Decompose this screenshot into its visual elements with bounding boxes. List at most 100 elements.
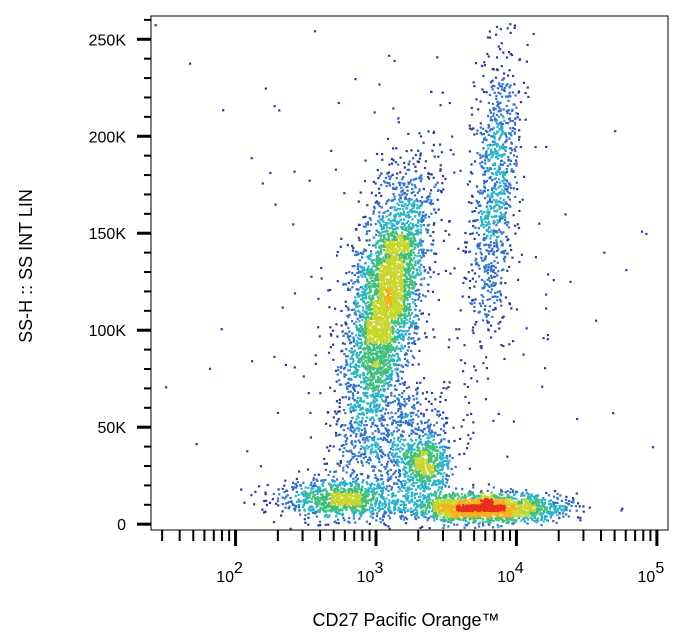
event-dot <box>416 225 419 228</box>
event-dot <box>493 184 496 188</box>
event-dot <box>391 369 394 373</box>
event-dot <box>527 95 530 98</box>
event-dot <box>309 484 312 487</box>
event-dot <box>518 135 521 138</box>
event-dot <box>426 487 429 490</box>
event-dot <box>292 503 295 506</box>
event-dot <box>377 231 380 234</box>
event-dot <box>357 412 360 415</box>
event-dot <box>413 281 416 284</box>
event-dot <box>470 194 474 197</box>
event-dot <box>421 431 424 434</box>
event-dot <box>498 207 501 210</box>
event-dot <box>501 216 504 219</box>
event-dot <box>436 189 440 192</box>
event-dot <box>421 312 424 315</box>
event-dot <box>464 231 467 235</box>
event-dot <box>321 483 324 486</box>
event-dot <box>415 223 418 226</box>
event-dot <box>382 513 385 517</box>
event-dot <box>280 514 283 517</box>
event-dot <box>309 508 312 511</box>
event-dot <box>374 400 377 404</box>
event-dot <box>370 279 373 283</box>
event-dot <box>409 468 412 472</box>
event-dot <box>341 509 344 512</box>
event-dot <box>349 357 352 360</box>
event-dot <box>396 321 400 324</box>
event-dot <box>483 136 486 139</box>
event-dot <box>392 224 395 227</box>
event-dot <box>430 429 433 432</box>
event-dot <box>304 486 307 489</box>
event-dot <box>386 209 389 212</box>
event-dot <box>497 186 500 189</box>
event-dot <box>378 509 382 512</box>
event-dot <box>355 303 358 306</box>
event-dot <box>374 424 377 427</box>
event-dot <box>359 413 362 416</box>
event-dot <box>486 215 489 218</box>
event-dot <box>498 115 501 118</box>
event-dot <box>441 485 444 489</box>
event-dot <box>502 231 505 234</box>
event-dot <box>382 481 385 484</box>
event-dot <box>365 461 368 464</box>
event-dot <box>425 447 428 450</box>
event-dot <box>510 307 513 310</box>
event-dot <box>313 482 316 485</box>
event-dot <box>357 295 360 298</box>
event-dot <box>304 498 307 501</box>
event-dot <box>303 518 306 521</box>
event-dot <box>512 497 515 500</box>
event-dot <box>316 479 319 482</box>
event-dot <box>486 377 490 380</box>
event-dot <box>342 428 345 432</box>
event-dot <box>441 460 444 464</box>
event-dot <box>423 427 426 430</box>
event-dot <box>487 250 490 253</box>
event-dot <box>429 447 432 450</box>
event-dot <box>276 499 280 503</box>
event-dot <box>484 283 487 286</box>
event-dot <box>366 204 369 207</box>
event-dot <box>354 385 357 388</box>
event-dot <box>392 358 395 361</box>
event-dot <box>326 505 329 508</box>
event-dot <box>389 401 392 404</box>
event-dot <box>310 497 314 500</box>
event-dot <box>547 273 550 276</box>
event-dot <box>371 282 374 286</box>
event-dot <box>419 238 422 241</box>
event-dot <box>489 119 492 122</box>
event-dot <box>413 331 416 334</box>
event-dot <box>378 215 381 218</box>
event-dot <box>502 147 505 150</box>
event-dot <box>374 394 377 398</box>
event-dot <box>384 371 388 375</box>
event-dot <box>362 509 365 512</box>
event-dot <box>389 372 392 375</box>
event-dot <box>422 513 425 516</box>
event-dot <box>400 395 403 398</box>
event-dot <box>491 153 494 156</box>
event-dot <box>408 333 411 336</box>
event-dot <box>488 231 491 234</box>
event-dot <box>412 395 415 398</box>
event-dot <box>499 300 503 303</box>
event-dot <box>381 407 384 410</box>
event-dot <box>416 443 419 446</box>
event-dot <box>466 183 470 186</box>
event-dot <box>208 367 212 370</box>
event-dot <box>375 414 378 417</box>
event-dot <box>367 378 371 381</box>
event-dot <box>397 407 400 411</box>
event-dot <box>368 282 372 285</box>
event-dot <box>393 455 396 458</box>
event-dot <box>389 206 392 209</box>
event-dot <box>355 458 358 461</box>
event-dot <box>340 365 343 368</box>
event-dot <box>505 235 508 238</box>
event-dot <box>352 431 355 434</box>
event-dot <box>340 324 343 327</box>
